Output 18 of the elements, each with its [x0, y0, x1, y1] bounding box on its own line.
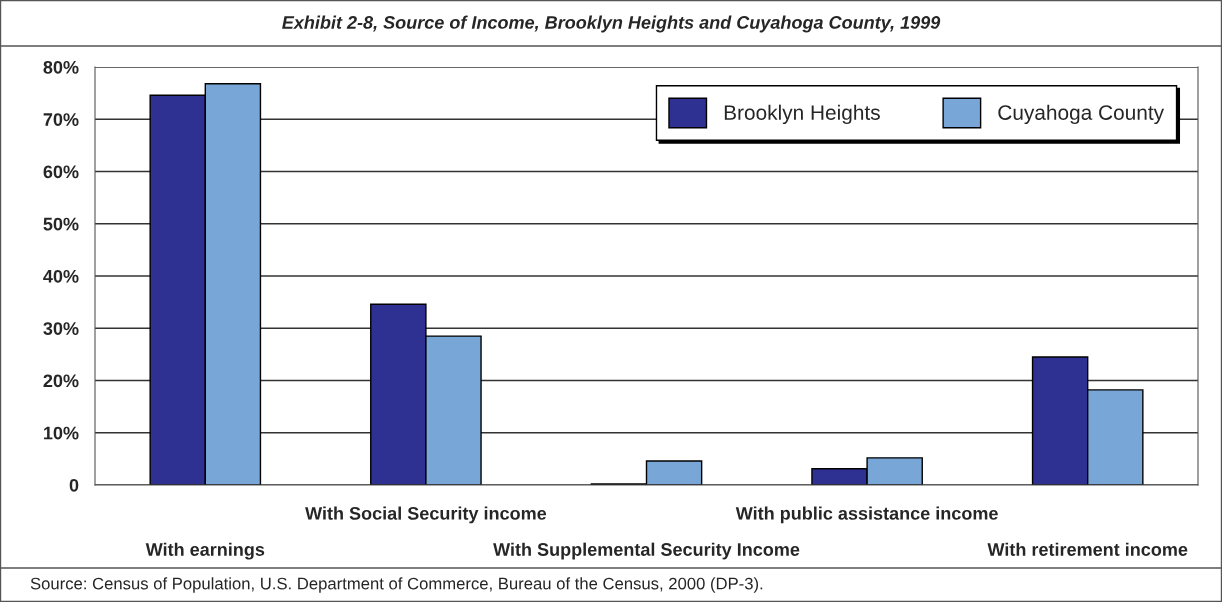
x-tick-label: With public assistance income	[735, 506, 998, 524]
y-tick-label: 50%	[43, 217, 79, 231]
x-tick-label: With Supplemental Security Income	[493, 542, 800, 560]
legend-label: Brooklyn Heights	[724, 104, 880, 125]
chart-title: Exhibit 2-8, Source of Income, Brooklyn Heights and Cuyahoga County, 1999	[282, 15, 941, 33]
y-tick-label: 70%	[43, 113, 79, 126]
y-tick-label: 0	[69, 478, 79, 492]
source-note: Source: Census of Population, U.S. Department of Commerce, Bureau of the Census, 2000 (DP-3).	[30, 577, 763, 593]
y-tick-label: 20%	[43, 374, 79, 388]
x-tick-label: With retirement income	[987, 542, 1188, 556]
y-tick-label: 30%	[43, 322, 79, 335]
y-tick-label: 80%	[43, 60, 79, 74]
y-tick-label: 60%	[43, 165, 79, 179]
x-tick-label: With earnings	[145, 542, 265, 560]
legend-label: Cuyahoga County	[998, 104, 1165, 125]
x-tick-label: With Social Security income	[305, 506, 547, 524]
y-tick-label: 10%	[44, 426, 79, 440]
y-tick-label: 40%	[43, 269, 79, 283]
